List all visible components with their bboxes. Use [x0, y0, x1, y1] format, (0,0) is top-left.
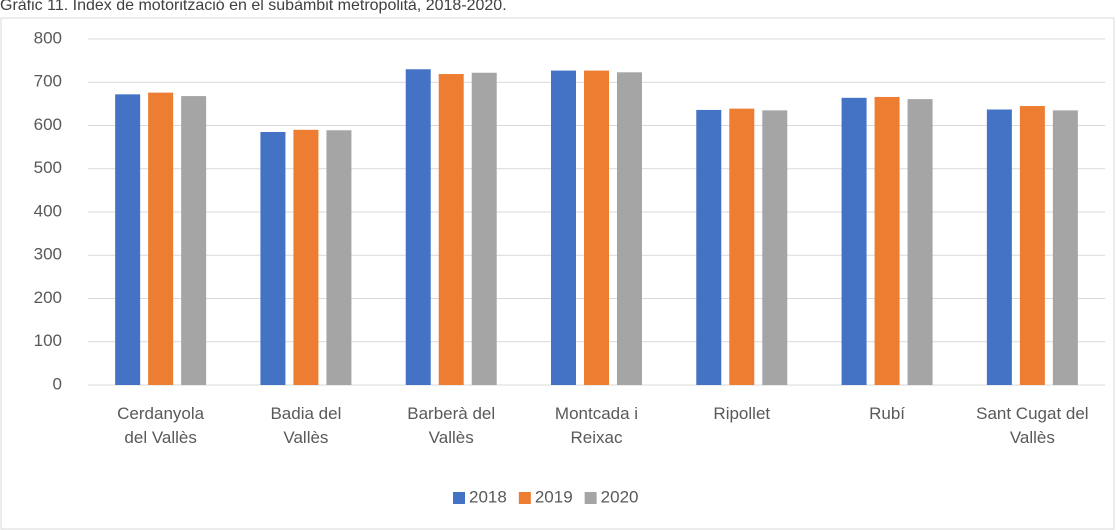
x-tick-label-line: Montcada i — [554, 404, 639, 423]
bar — [1052, 110, 1078, 386]
bar — [260, 131, 286, 385]
x-tick-label: Sant Cugat del Vallès — [957, 402, 1107, 450]
y-tick-label: 800 — [34, 28, 62, 47]
x-tick-label: Rubí — [812, 402, 962, 426]
y-tick-label: 500 — [34, 158, 62, 177]
y-tick-label: 400 — [34, 201, 62, 220]
x-tick-label-line: Vallès — [283, 428, 329, 447]
x-tick-label-line: Badia del — [270, 404, 342, 423]
legend-label: 2020 — [601, 487, 639, 506]
bar — [696, 109, 722, 386]
bar — [551, 70, 576, 385]
x-tick-label: Ripollet — [667, 402, 817, 426]
bar — [471, 72, 497, 386]
bar — [181, 96, 207, 385]
x-tick-label-line: del Vallès — [124, 428, 197, 447]
x-tick-label-line: Reixac — [570, 428, 623, 447]
chart-title: Gràfic 11. Índex de motorització en el s… — [0, 0, 507, 14]
x-tick-label: Badia del Vallès — [231, 402, 381, 450]
bar — [874, 96, 900, 385]
legend-label: 2019 — [535, 487, 573, 506]
x-tick-label-line: Vallès — [428, 428, 474, 447]
bar — [986, 109, 1012, 385]
chart-border — [0, 17, 1115, 530]
y-tick-label: 300 — [34, 245, 62, 264]
bar — [115, 94, 141, 386]
x-tick-label-line: Barberà del — [407, 404, 496, 423]
legend-label: 2018 — [469, 487, 507, 506]
bar — [293, 129, 319, 385]
bar — [907, 99, 933, 386]
x-tick-label-line: Cerdanyola — [117, 404, 205, 423]
y-tick-label: 200 — [34, 288, 62, 307]
x-tick-label-line: Rubí — [869, 404, 906, 423]
y-tick-label: 700 — [34, 72, 62, 91]
bar — [405, 69, 431, 386]
bar — [148, 92, 174, 385]
y-tick-label: 0 — [53, 374, 62, 393]
x-tick-label-line: Sant Cugat del — [976, 404, 1089, 423]
legend-swatch — [518, 492, 531, 504]
x-tick-label: Cerdanyola del Vallès — [86, 402, 236, 450]
x-tick-label: Montcada i Reixac — [522, 402, 672, 450]
bar — [326, 130, 352, 385]
legend-swatch — [584, 492, 597, 504]
y-tick-label: 100 — [34, 331, 62, 350]
bar — [762, 110, 788, 386]
y-tick-label: 600 — [34, 115, 62, 134]
x-tick-label-line: Ripollet — [713, 404, 771, 423]
bar — [438, 74, 464, 385]
x-tick-label-line: Vallès — [1009, 428, 1055, 447]
bar — [729, 108, 755, 385]
bar — [841, 97, 867, 385]
bar — [584, 70, 609, 385]
bar — [617, 72, 642, 386]
bar — [1019, 106, 1045, 385]
x-tick-label: Barberà del Vallès — [376, 402, 526, 450]
legend-swatch — [453, 492, 465, 504]
